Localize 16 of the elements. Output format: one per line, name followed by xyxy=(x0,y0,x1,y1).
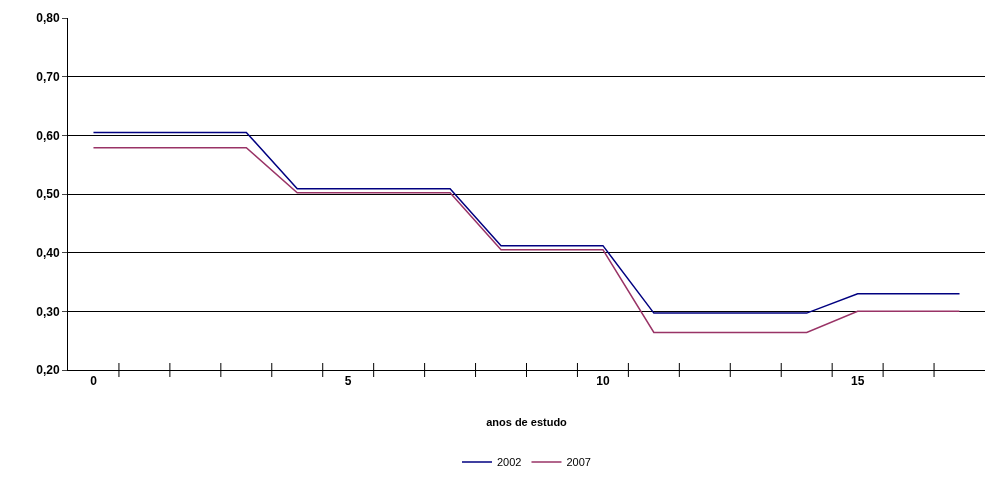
y-tick-label: 0,30 xyxy=(36,304,60,319)
x-tick-label: 15 xyxy=(850,374,865,389)
line-series xyxy=(92,131,961,314)
legend-label: 2002 xyxy=(497,456,522,469)
y-tick-label: 0,40 xyxy=(36,245,60,260)
x-tick-label: 5 xyxy=(344,374,352,389)
legend-label: 2007 xyxy=(566,456,591,469)
y-tick-label: 0,20 xyxy=(36,363,60,378)
x-tick-label: 10 xyxy=(596,374,610,389)
y-tick-label: 0,70 xyxy=(36,69,60,84)
y-tick-label: 0,60 xyxy=(36,128,60,143)
x-tick-label: 0 xyxy=(90,374,98,389)
y-tick-label: 0,80 xyxy=(36,11,60,26)
y-tick-label: 0,50 xyxy=(36,187,60,202)
line-series xyxy=(92,146,961,334)
x-axis-title: anos de estudo xyxy=(486,415,568,428)
